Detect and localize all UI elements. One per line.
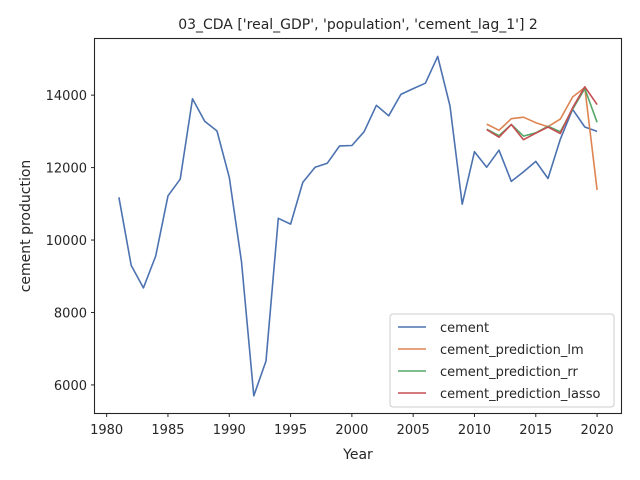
series-line-cement_prediction_lasso [486, 86, 598, 141]
y-tick-label: 8000 [54, 306, 87, 321]
y-tick-label: 12000 [46, 162, 87, 177]
series-line-cement [118, 55, 598, 397]
x-tick-label: 1985 [151, 423, 184, 438]
y-tick-label: 10000 [46, 234, 87, 249]
legend-label-cement_prediction_lm: cement_prediction_lm [440, 343, 584, 358]
x-tick-label: 1995 [274, 423, 307, 438]
chart-title: 03_CDA ['real_GDP', 'population', 'cemen… [178, 17, 538, 33]
y-tick-label: 6000 [54, 379, 87, 394]
legend-box [389, 313, 615, 408]
y-axis-label: cement production [18, 160, 34, 293]
x-tick-label: 2010 [458, 423, 491, 438]
x-tick-label: 2000 [335, 423, 368, 438]
x-tick-label: 1980 [90, 423, 123, 438]
y-axis-ticks: 6000 8000 10000 12000 14000 [46, 89, 95, 394]
series-line-cement_prediction_lm [486, 86, 598, 191]
series-lines [118, 55, 598, 397]
x-tick-label: 2020 [581, 423, 614, 438]
plot-frame [93, 37, 623, 415]
x-tick-label: 1990 [213, 423, 246, 438]
x-tick-label: 2005 [397, 423, 430, 438]
legend-label-cement_prediction_lasso: cement_prediction_lasso [440, 387, 600, 402]
legend-label-cement_prediction_rr: cement_prediction_rr [440, 365, 578, 380]
legend-label-cement: cement [440, 321, 489, 336]
y-tick-label: 14000 [46, 89, 87, 104]
legend: cement cement_prediction_lm cement_predict… [389, 313, 615, 408]
x-tick-label: 2015 [519, 423, 552, 438]
x-axis-ticks: 1980 1985 1990 1995 2000 2005 2010 2015 2020 [90, 413, 614, 438]
x-axis-label: Year [342, 447, 373, 463]
